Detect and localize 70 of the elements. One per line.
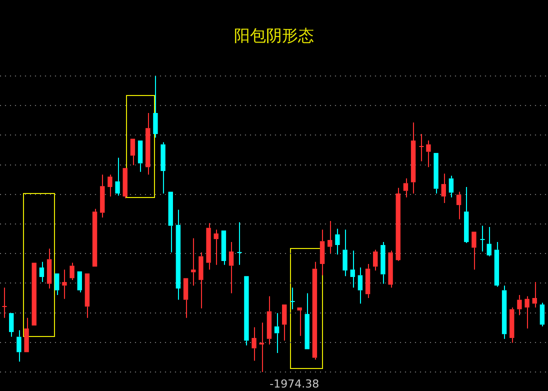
- candlestick: [342, 229, 348, 277]
- candlestick: [274, 312, 280, 354]
- candlestick: [2, 287, 8, 318]
- candlestick: [259, 322, 264, 372]
- candlestick: [456, 191, 462, 220]
- candlestick: [502, 285, 507, 340]
- candlestick: [464, 186, 469, 244]
- candlestick: [373, 249, 378, 271]
- candlestick: [486, 226, 492, 257]
- candlestick: [448, 175, 454, 198]
- candlestick: [183, 278, 188, 318]
- candlestick: [532, 282, 537, 308]
- candlestick: [524, 296, 530, 329]
- candlestick: [16, 330, 22, 362]
- chart-title: 阳包阴形态: [234, 26, 314, 46]
- candlestick: [426, 140, 431, 168]
- candlestick: [365, 263, 370, 298]
- candlestick: [70, 262, 74, 280]
- candlestick: [335, 228, 340, 255]
- candlestick: [358, 267, 363, 304]
- candlestick: [396, 187, 400, 262]
- candlestick: [380, 242, 386, 284]
- candlestick: [206, 222, 211, 270]
- candlestick: [138, 140, 143, 172]
- candlestick: [252, 326, 256, 362]
- candlestick: [290, 287, 296, 310]
- candlestick: [39, 261, 44, 283]
- candlestick: [9, 313, 14, 338]
- candlestick: [62, 269, 67, 300]
- candlestick: [480, 225, 486, 252]
- candlestick: [198, 252, 204, 309]
- candlestick: [540, 302, 545, 327]
- candlestick: [328, 220, 332, 254]
- candlestick: [236, 222, 242, 266]
- candlestick: [350, 250, 355, 288]
- candlestick: [244, 276, 249, 346]
- candlestick: [388, 250, 393, 288]
- candlestick: [494, 242, 500, 288]
- candlestick: [77, 271, 82, 293]
- candlestick: [418, 134, 424, 162]
- candlestick: [214, 229, 218, 266]
- candlestick: [320, 229, 325, 276]
- candlestick: [24, 317, 29, 352]
- candlestick: [410, 122, 416, 194]
- candlestick: [434, 152, 438, 194]
- candlestick: [221, 230, 226, 266]
- candlestick: [312, 261, 318, 360]
- candlestick: [54, 273, 60, 296]
- candlestick: [472, 232, 476, 270]
- candlestick: [160, 142, 166, 194]
- candlestick: [266, 296, 272, 345]
- candlestick: [146, 112, 150, 176]
- candlestick: [403, 178, 408, 198]
- candlestick: [441, 173, 446, 204]
- candlestick: [517, 294, 522, 316]
- candlestick: [297, 307, 302, 336]
- candlestick: [153, 76, 158, 138]
- candlestick: [108, 174, 112, 197]
- text: -1974.38: [270, 377, 320, 390]
- candlestick: [115, 157, 120, 196]
- candlestick: [46, 248, 52, 290]
- candlestick: [176, 209, 181, 300]
- candlestick: [191, 238, 196, 286]
- candlestick: [282, 304, 287, 342]
- candlestick: [100, 174, 105, 218]
- candlestick: [510, 306, 514, 344]
- candlestick: [92, 208, 98, 267]
- candlestick: [168, 192, 173, 253]
- candlestick: [304, 292, 310, 350]
- candlestick: [228, 242, 234, 294]
